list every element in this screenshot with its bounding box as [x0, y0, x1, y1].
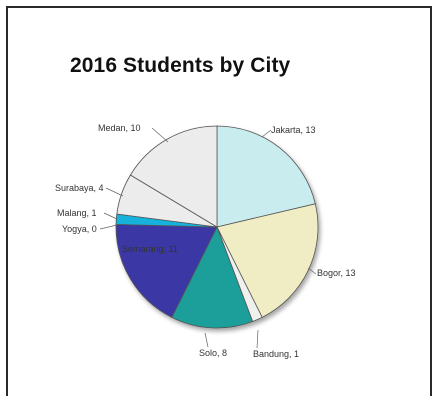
leader-line-bandung	[256, 329, 259, 349]
data-label-medan: Medan, 10	[98, 123, 141, 133]
data-label-semarang: Semarang, 11	[122, 244, 178, 254]
leader-line-medan	[151, 127, 169, 143]
leader-line-jakarta	[261, 129, 272, 138]
chart-title: 2016 Students by City	[70, 54, 291, 77]
pie-slice-semarang	[115, 223, 218, 318]
leader-line-surabaya	[105, 187, 124, 197]
pie-slice-solo	[171, 226, 254, 329]
leader-line-bogor	[307, 267, 317, 275]
pie-slice-bogor	[216, 203, 319, 318]
data-label-yogya: Yogya, 0	[62, 224, 97, 234]
data-label-solo: Solo, 8	[199, 348, 227, 358]
pie-slice-jakarta	[216, 125, 316, 228]
data-label-bogor: Bogor, 13	[317, 268, 356, 278]
data-label-surabaya: Surabaya, 4	[55, 183, 104, 193]
data-label-bandung: Bandung, 1	[253, 349, 299, 359]
pie-slice-medan	[129, 125, 218, 228]
data-label-jakarta: Jakarta, 13	[271, 125, 316, 135]
leader-line-solo	[204, 332, 209, 348]
leader-line-malang	[103, 212, 118, 220]
leader-line-yogya	[99, 224, 118, 230]
data-label-malang: Malang, 1	[57, 208, 97, 218]
